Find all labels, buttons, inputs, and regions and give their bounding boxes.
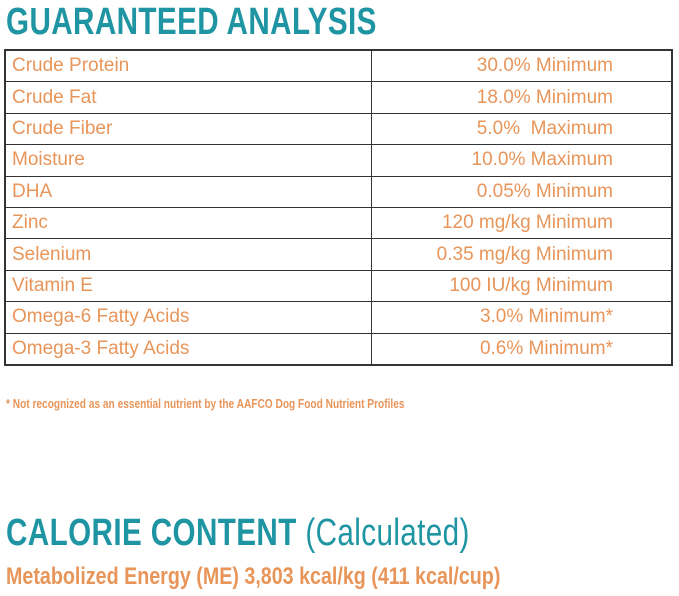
nutrient-value: 120 mg/kg Minimum: [371, 206, 673, 240]
table-row: Selenium 0.35 mg/kg Minimum: [4, 238, 673, 271]
metabolized-energy: Metabolized Energy (ME) 3,803 kcal/kg (4…: [6, 563, 501, 590]
nutrient-label: Crude Protein: [4, 49, 373, 83]
nutrient-value: 5.0% Maximum: [371, 112, 673, 146]
nutrient-value: 3.0% Minimum*: [371, 301, 673, 334]
calorie-content-heading: CALORIE CONTENT: [6, 512, 297, 554]
guaranteed-analysis-title: GUARANTEED ANALYSIS: [6, 1, 377, 43]
table-row: Vitamin E 100 IU/kg Minimum: [4, 269, 673, 303]
calorie-content-suffix: (Calculated): [296, 512, 470, 554]
nutrient-value: 0.05% Minimum: [371, 175, 673, 208]
nutrient-value: 18.0% Minimum: [371, 81, 673, 114]
nutrient-label: Selenium: [4, 238, 373, 271]
nutrient-label: Vitamin E: [4, 269, 373, 303]
nutrient-value: 30.0% Minimum: [371, 49, 673, 83]
nutrient-value: 0.35 mg/kg Minimum: [371, 238, 673, 271]
nutrient-label: Crude Fat: [4, 81, 373, 114]
table-row: Omega-3 Fatty Acids 0.6% Minimum*: [4, 332, 673, 366]
nutrient-label: DHA: [4, 175, 373, 208]
table-row: Zinc 120 mg/kg Minimum: [4, 206, 673, 240]
nutrient-value: 0.6% Minimum*: [371, 332, 673, 366]
calorie-content-title: CALORIE CONTENT (Calculated): [6, 513, 470, 553]
nutrient-value: 10.0% Maximum: [371, 144, 673, 177]
table-row: Crude Fiber 5.0% Maximum: [4, 112, 673, 146]
table-row: Moisture 10.0% Maximum: [4, 144, 673, 177]
nutrient-label: Crude Fiber: [4, 112, 373, 146]
table-row: DHA 0.05% Minimum: [4, 175, 673, 208]
nutrient-value: 100 IU/kg Minimum: [371, 269, 673, 303]
table-row: Crude Protein 30.0% Minimum: [4, 49, 673, 83]
guaranteed-analysis-table: Crude Protein 30.0% Minimum Crude Fat 18.0%…: [4, 49, 673, 366]
nutrient-label: Omega-3 Fatty Acids: [4, 332, 373, 366]
nutrient-label: Moisture: [4, 144, 373, 177]
nutrient-label: Zinc: [4, 206, 373, 240]
table-row: Omega-6 Fatty Acids 3.0% Minimum*: [4, 301, 673, 334]
nutrient-label: Omega-6 Fatty Acids: [4, 301, 373, 334]
table-row: Crude Fat 18.0% Minimum: [4, 81, 673, 114]
footnote: * Not recognized as an essential nutrien…: [6, 396, 405, 411]
